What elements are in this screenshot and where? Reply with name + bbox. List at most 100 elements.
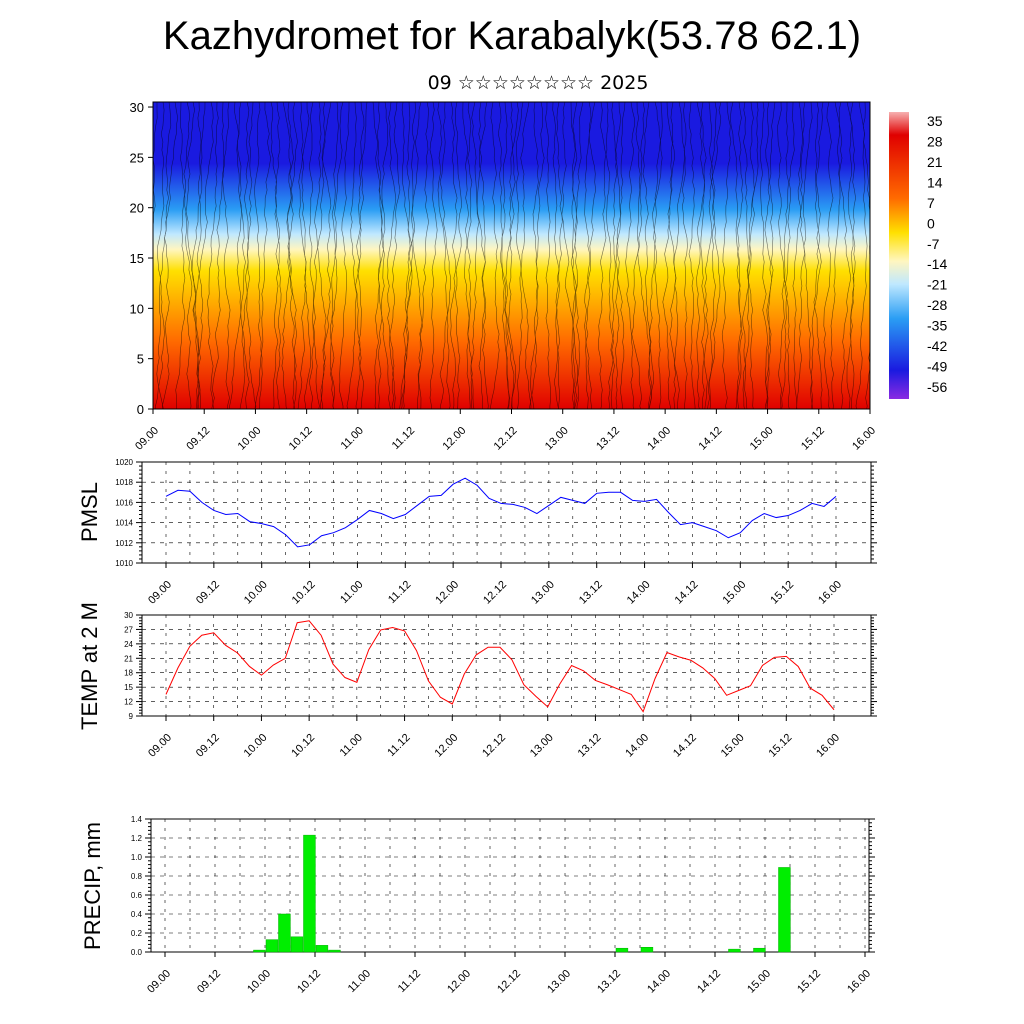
precip-xtick-label: 15.00	[745, 968, 773, 996]
heatmap-xtick-label: 09.12	[184, 425, 212, 453]
pmsl-ytick-label: 1020	[115, 458, 133, 467]
temp-xtick-label: 13.12	[576, 732, 604, 760]
colorbar-label: -42	[927, 338, 947, 354]
figure-title: Kazhydromet for Karabalyk(53.78 62.1)	[162, 14, 862, 58]
wind-barbs	[153, 102, 870, 409]
pmsl-xtick-label: 09.00	[146, 579, 174, 607]
precip-ytick-label: 0.8	[131, 872, 143, 881]
pmsl-ytick-label: 1018	[115, 478, 133, 487]
precip-xtick-label: 12.00	[445, 968, 473, 996]
heatmap-xtick-label: 16.00	[850, 425, 878, 453]
temp-xtick-label: 12.00	[432, 732, 460, 760]
colorbar-label: 0	[927, 215, 935, 231]
temp-xtick-label: 12.12	[480, 732, 508, 760]
pmsl-xtick-label: 14.00	[625, 579, 653, 607]
pmsl-xtick-label: 16.00	[816, 579, 844, 607]
precip-xtick-label: 09.12	[195, 968, 223, 996]
heatmap-xtick-label: 14.00	[645, 425, 673, 453]
heatmap-xtick-label: 15.12	[799, 425, 827, 453]
pmsl-frame	[141, 461, 872, 564]
precip-bar	[278, 913, 291, 953]
precip-bar	[253, 949, 266, 953]
precip-xtick-label: 11.00	[346, 968, 373, 995]
colorbar-label: -35	[927, 318, 947, 334]
colorbar-label: 7	[927, 195, 935, 211]
pmsl-xtick-label: 10.12	[290, 579, 318, 607]
precip-frame	[150, 818, 870, 953]
temp-xtick-label: 14.00	[623, 732, 651, 760]
precip-bar	[265, 939, 279, 953]
temp-xtick-label: 10.00	[242, 732, 270, 760]
temp-xtick-label: 09.12	[194, 732, 222, 760]
colorbar-label: 14	[927, 174, 943, 190]
temp-xtick-label: 10.12	[289, 732, 317, 760]
heatmap-xtick-label: 10.12	[287, 425, 315, 453]
temp-xtick-label: 14.12	[671, 732, 699, 760]
colorbar-label: -28	[927, 297, 947, 313]
pmsl-xtick-label: 15.00	[720, 579, 748, 607]
heatmap-ytick-label: 30	[130, 100, 144, 115]
precip-ytick-label: 1.4	[131, 815, 143, 824]
temp-xtick-label: 16.00	[814, 732, 842, 760]
temp-ytick-label: 27	[124, 625, 133, 634]
colorbar	[889, 112, 909, 399]
temp-ytick-label: 9	[129, 712, 134, 721]
precip-xtick-label: 10.12	[295, 968, 323, 996]
heatmap-ytick-label: 10	[130, 301, 144, 316]
precip-bar	[290, 936, 304, 953]
heatmap-xtick-label: 13.12	[594, 425, 622, 453]
temp-ytick-label: 21	[124, 654, 133, 663]
precip-xtick-label: 16.00	[845, 968, 873, 996]
heatmap-ytick-label: 20	[130, 201, 144, 216]
precip-ytick-label: 0.4	[131, 910, 143, 919]
heatmap-ytick-label: 5	[137, 352, 144, 367]
precip-xtick-label: 12.12	[495, 968, 523, 996]
precip-bar	[615, 947, 629, 953]
temp-ytick-label: 18	[124, 669, 133, 678]
pmsl-ytick-label: 1016	[115, 498, 133, 507]
temp-ytick-label: 24	[124, 640, 133, 649]
precip-ytick-label: 1.0	[131, 853, 143, 862]
pmsl-series-line	[165, 477, 837, 548]
pmsl-xtick-label: 09.12	[194, 579, 222, 607]
precip-bar	[778, 867, 791, 953]
temp-xtick-label: 11.12	[385, 732, 412, 759]
precip-xtick-label: 13.00	[545, 968, 573, 996]
colorbar-label: -21	[927, 277, 947, 293]
heatmap-ytick-label: 15	[130, 251, 144, 266]
precip-xtick-label: 14.00	[645, 968, 673, 996]
precip-bar	[315, 945, 329, 953]
temp-xtick-label: 09.00	[146, 732, 174, 760]
pmsl-xtick-label: 12.00	[433, 579, 461, 607]
pmsl-ytick-label: 1012	[115, 539, 133, 548]
temp-series-line	[165, 620, 835, 713]
temp-xtick-label: 15.12	[766, 732, 794, 760]
heatmap-xtick-label: 14.12	[697, 425, 725, 453]
heatmap-xtick-label: 13.00	[543, 425, 571, 453]
colorbar-label: -14	[927, 256, 947, 272]
precip-bar	[640, 947, 654, 953]
colorbar-label: 28	[927, 133, 943, 149]
precip-xtick-label: 13.12	[595, 968, 623, 996]
pmsl-ytick-label: 1014	[115, 519, 133, 528]
precip-ytick-label: 0.6	[131, 891, 143, 900]
heatmap-xtick-label: 12.12	[492, 425, 520, 453]
pmsl-xtick-label: 11.12	[386, 579, 413, 606]
figure-subtitle: 09 ☆☆☆☆☆☆☆☆ 2025	[427, 72, 649, 94]
heatmap-xtick-label: 11.12	[390, 425, 417, 452]
colorbar-label: -7	[927, 236, 940, 252]
pmsl-xtick-label: 11.00	[338, 579, 365, 606]
precip-xtick-label: 11.12	[396, 968, 423, 995]
precip-xtick-label: 09.00	[145, 968, 173, 996]
temp-ytick-label: 15	[124, 683, 133, 692]
colorbar-label: 21	[927, 154, 943, 170]
temp-xtick-label: 11.00	[338, 732, 365, 759]
precip-ytick-label: 0.0	[131, 948, 143, 957]
temp-ytick-label: 12	[124, 698, 133, 707]
pmsl-xtick-label: 13.00	[529, 579, 557, 607]
pmsl-xtick-label: 12.12	[481, 579, 509, 607]
precip-xtick-label: 15.12	[795, 968, 823, 996]
temp-xtick-label: 15.00	[719, 732, 747, 760]
